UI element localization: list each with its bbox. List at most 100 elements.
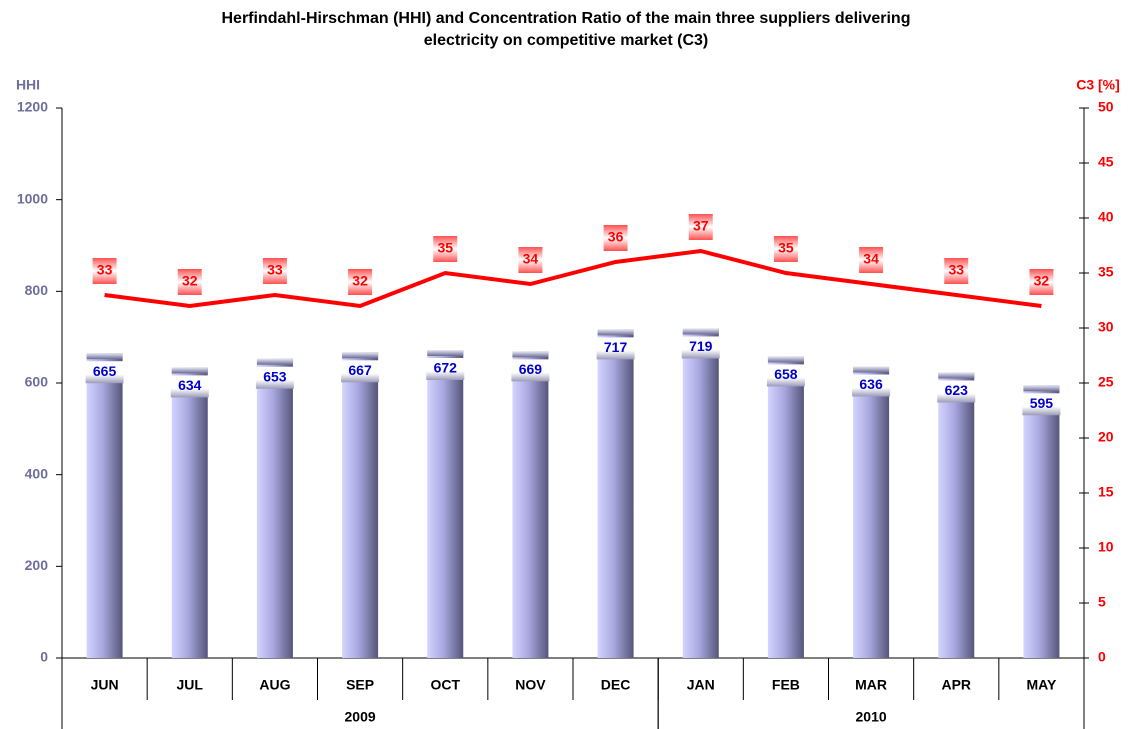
- chart-title: Herfindahl-Hirschman (HHI) and Concentra…: [221, 10, 911, 49]
- x-tick-label: NOV: [515, 677, 546, 693]
- x-tick-label: JAN: [687, 677, 715, 693]
- value-label: 667: [348, 362, 372, 378]
- value-label: 634: [178, 377, 202, 393]
- y-tick-label: 1200: [17, 99, 48, 115]
- value-label: 34: [863, 251, 879, 267]
- bar: [853, 366, 890, 658]
- value-label: 717: [604, 339, 628, 355]
- bar: [938, 372, 975, 658]
- y2-tick-label: 10: [1098, 539, 1114, 555]
- y2-tick-label: 15: [1098, 484, 1114, 500]
- value-label-box: [596, 337, 635, 360]
- x-tick-label: APR: [941, 677, 971, 693]
- value-label-box: [177, 269, 202, 295]
- value-label-box: [1022, 393, 1061, 416]
- value-label-box: [1029, 269, 1054, 295]
- value-label: 32: [1034, 273, 1050, 289]
- group-label: 2010: [856, 709, 887, 725]
- value-label: 35: [437, 240, 453, 256]
- value-label: 636: [859, 376, 883, 392]
- bar-cap: [171, 367, 208, 374]
- y-tick-label: 400: [25, 465, 49, 481]
- bar: [256, 358, 293, 658]
- value-label: 719: [689, 338, 713, 354]
- bar: [682, 328, 719, 658]
- y-tick-label: 0: [40, 649, 48, 665]
- value-label: 37: [693, 218, 709, 234]
- y2-axis-label: C3 [%]: [1076, 77, 1120, 93]
- value-label-box: [262, 258, 287, 284]
- group-label: 2009: [345, 709, 376, 725]
- x-tick-label: MAY: [1027, 677, 1057, 693]
- bar-cap: [853, 366, 890, 373]
- y-tick-label: 1000: [17, 190, 48, 206]
- value-label-box: [937, 380, 976, 403]
- y-axis-label: HHI: [16, 77, 40, 93]
- value-label-box: [255, 366, 294, 389]
- x-tick-label: MAR: [855, 677, 887, 693]
- bar-cap: [86, 353, 123, 360]
- bar: [342, 352, 379, 658]
- x-tick-label: FEB: [772, 677, 800, 693]
- y2-tick-label: 25: [1098, 374, 1114, 390]
- bar: [767, 356, 804, 658]
- y2-tick-label: 35: [1098, 264, 1114, 280]
- value-label: 33: [948, 262, 964, 278]
- value-label-box: [852, 374, 891, 397]
- value-label: 672: [434, 360, 458, 376]
- bar-cap: [342, 352, 379, 359]
- y-tick-label: 600: [25, 374, 49, 390]
- y2-tick-label: 20: [1098, 429, 1114, 445]
- x-tick-label: OCT: [430, 677, 460, 693]
- bar: [171, 367, 208, 658]
- value-label-box: [341, 360, 380, 383]
- value-label: 623: [945, 382, 969, 398]
- value-label: 33: [97, 262, 113, 278]
- line: [104, 248, 1042, 309]
- value-label-box: [433, 236, 458, 262]
- bar: [597, 329, 634, 658]
- bar-cap: [512, 351, 549, 358]
- bar-cap: [682, 328, 719, 335]
- value-label-box: [766, 364, 805, 387]
- value-label-box: [348, 269, 373, 295]
- value-label: 34: [523, 251, 539, 267]
- value-label-box: [518, 247, 543, 273]
- x-tick-label: AUG: [259, 677, 290, 693]
- x-tick-label: DEC: [601, 677, 631, 693]
- bar-cap: [427, 350, 464, 356]
- value-label: 33: [267, 262, 283, 278]
- value-label: 665: [93, 363, 117, 379]
- value-label: 35: [778, 240, 794, 256]
- y2-tick-label: 5: [1098, 594, 1106, 610]
- value-label: 32: [352, 273, 368, 289]
- bar-cap: [256, 358, 293, 365]
- x-tick-label: JUN: [91, 677, 119, 693]
- x-tick-label: JUL: [177, 677, 204, 693]
- y-tick-label: 800: [25, 282, 49, 298]
- value-label: 595: [1030, 395, 1054, 411]
- value-label-box: [859, 247, 884, 273]
- bar: [86, 353, 123, 658]
- y2-tick-label: 50: [1098, 99, 1114, 115]
- bar-cap: [1023, 385, 1060, 392]
- y2-tick-label: 0: [1098, 649, 1106, 665]
- bar: [512, 351, 549, 658]
- bar-cap: [938, 372, 975, 379]
- value-label-box: [944, 258, 969, 284]
- y2-tick-label: 45: [1098, 154, 1114, 170]
- value-label-box: [85, 361, 124, 384]
- value-label-box: [773, 236, 798, 262]
- value-label-box: [688, 214, 713, 240]
- y2-tick-label: 30: [1098, 319, 1114, 335]
- value-label-box: [92, 258, 117, 284]
- value-label: 669: [519, 361, 543, 377]
- value-label-box: [603, 225, 628, 251]
- value-label-box: [426, 358, 465, 380]
- y2-tick-label: 40: [1098, 209, 1114, 225]
- value-label-box: [170, 375, 209, 398]
- value-label-box: [681, 336, 720, 359]
- value-label-box: [511, 359, 550, 382]
